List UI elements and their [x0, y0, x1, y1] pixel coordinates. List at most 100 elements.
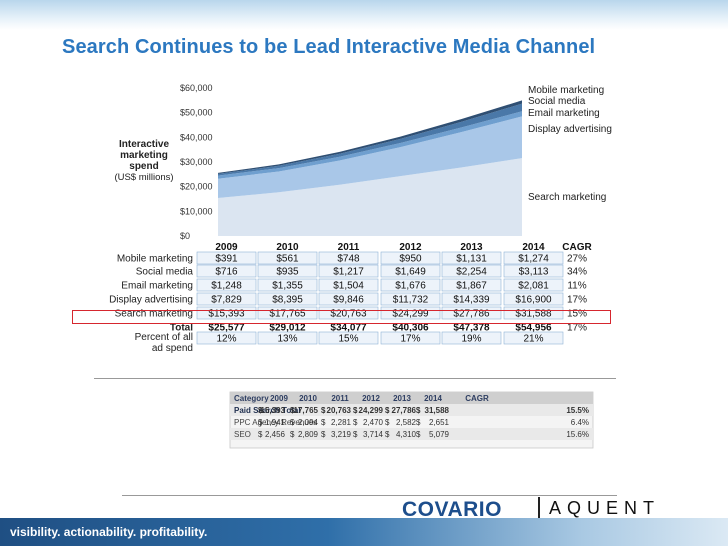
paid-search-dollar: $	[416, 430, 421, 439]
paid-search-value: 4,310	[396, 430, 417, 439]
table-cell-bg	[257, 251, 318, 265]
table-cell: $1,355	[272, 281, 303, 292]
covario-logo: COVARIO	[402, 498, 502, 521]
table-cell: 21%	[523, 334, 543, 345]
table-cell-bg	[318, 278, 379, 292]
paid-search-row-label: Paid Search Total	[234, 406, 301, 415]
table-year-header: 2014	[522, 242, 545, 253]
paid-search-dollar: $	[416, 406, 421, 415]
footer-tagline: visibility. actionability. profitability…	[10, 525, 208, 539]
table-cell-bg	[318, 331, 379, 345]
paid-search-value: 1,941	[265, 418, 286, 427]
paid-search-dollar: $	[416, 418, 421, 427]
paid-search-cagr: 15.6%	[566, 430, 589, 439]
table-cell: $8,395	[272, 295, 303, 306]
table-cell: 12%	[216, 334, 236, 345]
paid-search-value: 2,582	[396, 418, 417, 427]
paid-search-header: 2014	[424, 394, 442, 403]
y-tick-label: $20,000	[180, 182, 213, 192]
paid-search-value: 2,809	[298, 430, 319, 439]
table-row-label: Mobile marketing	[117, 254, 193, 265]
table-cell: $561	[276, 254, 299, 265]
table-row-label: Display advertising	[109, 295, 193, 306]
table-cell-bg	[257, 264, 318, 278]
footer-divider-line	[122, 495, 617, 496]
table-cell-bg	[196, 264, 257, 278]
paid-search-value: 2,456	[265, 430, 286, 439]
table-cell: $31,588	[515, 309, 552, 320]
y-tick-label: $0	[180, 231, 190, 241]
table-year-header: 2012	[399, 242, 422, 253]
paid-search-cagr: 15.5%	[566, 406, 589, 415]
paid-search-value: 2,470	[363, 418, 384, 427]
table-cell: 17%	[400, 334, 420, 345]
y-tick-label: $30,000	[180, 157, 213, 167]
table-cagr-cell: 34%	[567, 267, 587, 278]
header-bar	[0, 0, 728, 30]
table-cell: $40,306	[392, 323, 429, 334]
paid-search-dollar: $	[353, 406, 358, 415]
table-cell: $1,274	[518, 254, 549, 265]
table-row-label: Percent of all	[135, 332, 193, 343]
table-cell-bg	[257, 331, 318, 345]
table-cagr-cell: 17%	[567, 295, 587, 306]
paid-search-header: 2009	[270, 394, 288, 403]
paid-search-dollar: $	[385, 418, 390, 427]
y-axis-label: Interactive	[119, 139, 169, 150]
paid-search-value: 2,651	[429, 418, 450, 427]
paid-search-dollar: $	[321, 406, 326, 415]
y-axis-label: (US$ millions)	[114, 172, 173, 183]
table-cell-bg	[196, 331, 257, 345]
table-cell: 13%	[277, 334, 297, 345]
table-cell: 15%	[338, 334, 358, 345]
table-cell: $14,339	[453, 295, 490, 306]
stacked-area-plot	[218, 100, 522, 236]
y-tick-label: $10,000	[180, 206, 213, 216]
table-cell-bg	[257, 278, 318, 292]
table-cagr-cell: 27%	[567, 254, 587, 265]
legend-entry: Mobile marketing	[528, 85, 604, 96]
table-cagr-cell: 15%	[567, 309, 587, 320]
table-cell: $7,829	[211, 295, 242, 306]
table-cell: $11,732	[393, 295, 429, 306]
table-row-label: ad spend	[152, 343, 193, 354]
paid-search-header: 2012	[362, 394, 380, 403]
table-cell-bg	[318, 251, 379, 265]
table-cell: $1,131	[456, 254, 487, 265]
table-cagr-cell: 17%	[567, 323, 587, 334]
paid-search-dollar: $	[258, 418, 263, 427]
table-cell: $17,765	[269, 309, 306, 320]
table-cell-bg	[503, 278, 564, 292]
paid-search-value: 3,219	[331, 430, 352, 439]
paid-search-table: Category 2009 2010 2011 2012 2013 2014 CAGR Paid…	[229, 391, 594, 449]
paid-search-dollar: $	[290, 430, 295, 439]
paid-search-value: 24,299	[359, 406, 384, 415]
table-cell-bg	[380, 251, 441, 265]
area-search-marketing	[218, 158, 522, 236]
table-cell-bg	[380, 331, 441, 345]
table-row-label: Social media	[136, 267, 194, 278]
paid-search-dollar: $	[385, 406, 390, 415]
table-cell: $1,504	[333, 281, 364, 292]
paid-search-value: 27,786	[392, 406, 417, 415]
paid-search-cagr: 6.4%	[571, 418, 589, 427]
table-cell: 19%	[461, 334, 481, 345]
table-cell: $9,846	[333, 295, 364, 306]
table-cell: $47,378	[453, 323, 490, 334]
table-cell-bg	[196, 251, 257, 265]
table-cell: $20,763	[330, 309, 367, 320]
y-tick-label: $60,000	[180, 83, 213, 93]
logo-separator	[538, 497, 540, 519]
paid-search-dollar: $	[321, 418, 326, 427]
table-cell: $15,393	[208, 309, 245, 320]
table-cell: $27,786	[453, 309, 490, 320]
table-cell-bg	[441, 278, 502, 292]
table-cell-bg	[196, 278, 257, 292]
table-cell-bg	[441, 264, 502, 278]
table-cell: $16,900	[515, 295, 552, 306]
table-cell: $1,867	[456, 281, 487, 292]
table-year-header: 2013	[460, 242, 483, 253]
area-display-advertising	[218, 116, 522, 198]
paid-search-row-label: SEO	[234, 430, 251, 439]
paid-search-value: 2,094	[298, 418, 319, 427]
